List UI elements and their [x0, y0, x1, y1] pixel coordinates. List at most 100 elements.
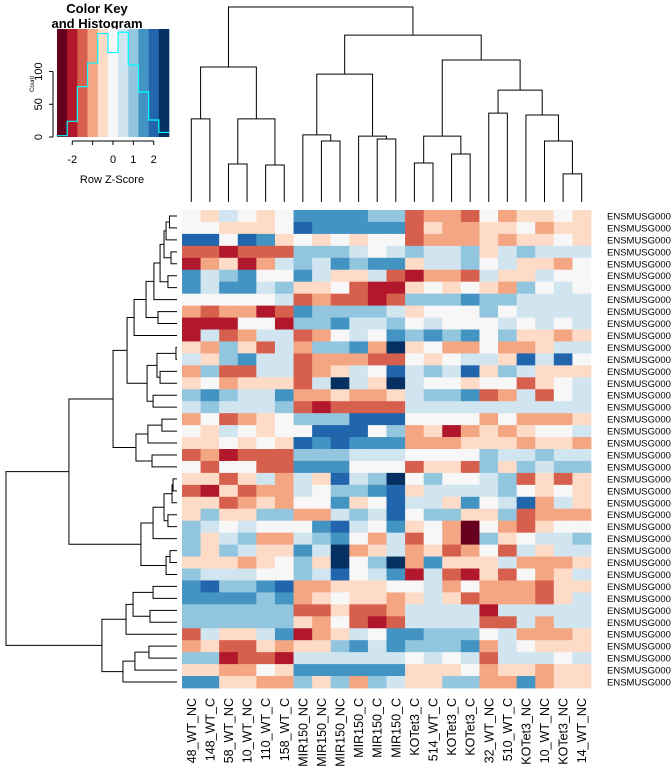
color-key-x-tick-label: -2	[67, 154, 77, 166]
heatmap-cell	[367, 556, 387, 569]
heatmap-cell	[498, 664, 518, 677]
heatmap-cell	[256, 640, 276, 653]
heatmap-cell	[312, 281, 332, 295]
heatmap-cell	[498, 281, 518, 295]
heatmap-cell	[442, 449, 462, 462]
heatmap-cell	[535, 221, 555, 235]
heatmap-cell	[516, 233, 536, 247]
heatmap-cell	[182, 532, 201, 545]
heatmap-cell	[349, 496, 369, 510]
heatmap-cell	[535, 508, 555, 522]
heatmap-cell	[498, 472, 518, 486]
heatmap-cell	[572, 496, 592, 510]
heatmap-cell	[256, 664, 276, 677]
heatmap-cell	[274, 305, 294, 318]
row-label: ENSMUSG000	[607, 678, 671, 689]
heatmap-cell	[553, 413, 573, 426]
heatmap-cell	[237, 472, 257, 486]
heatmap-cell	[498, 257, 518, 271]
heatmap-cell	[442, 460, 462, 474]
heatmap-cell	[386, 604, 406, 617]
heatmap-cell	[386, 233, 406, 247]
heatmap-cell	[516, 532, 536, 545]
heatmap-cell	[274, 353, 294, 366]
row-dendrogram-branch	[125, 603, 177, 635]
heatmap-cell	[312, 652, 332, 665]
heatmap-cell	[535, 269, 555, 283]
heatmap-cell	[293, 365, 313, 378]
heatmap-cell	[572, 257, 592, 271]
heatmap-cell	[405, 604, 425, 617]
heatmap-cell	[572, 437, 592, 450]
heatmap-cell	[367, 520, 387, 534]
heatmap-cell	[237, 389, 257, 402]
heatmap-cell	[442, 221, 462, 235]
heatmap-cell	[312, 604, 332, 617]
heatmap-cell	[367, 508, 387, 522]
heatmap-cell	[256, 532, 276, 545]
heatmap-cell	[349, 484, 369, 498]
row-dendrogram	[5, 215, 177, 683]
heatmap-cell	[535, 305, 555, 318]
heatmap-cell	[460, 676, 480, 689]
heatmap-cell	[293, 449, 313, 462]
heatmap-cell	[479, 556, 499, 569]
heatmap-cell	[312, 568, 332, 581]
heatmap-cell	[182, 221, 201, 235]
heatmap-cell	[312, 556, 332, 569]
heatmap-cell	[274, 676, 294, 689]
heatmap-cell	[293, 532, 313, 545]
heatmap-cell	[330, 269, 350, 283]
heatmap-cell	[442, 210, 462, 223]
heatmap-cell	[274, 425, 294, 438]
heatmap-cell	[516, 389, 536, 402]
row-dendrogram-branch	[147, 424, 177, 444]
heatmap-cell	[516, 472, 536, 486]
heatmap-cell	[460, 305, 480, 318]
heatmap-cell	[479, 449, 499, 462]
heatmap-cell	[442, 377, 462, 390]
heatmap-cell	[572, 293, 592, 306]
heatmap-cell	[498, 520, 518, 534]
heatmap-cell	[349, 365, 369, 378]
heatmap-cell	[182, 520, 201, 534]
heatmap-cell	[460, 616, 480, 629]
heatmap-cell	[498, 210, 518, 223]
heatmap-cell	[293, 664, 313, 677]
heatmap-cell	[312, 616, 332, 629]
heatmap-cell	[553, 556, 573, 569]
heatmap-cell	[312, 353, 332, 366]
heatmap-cell	[219, 341, 239, 354]
heatmap-cell	[312, 293, 332, 306]
heatmap-cell	[312, 496, 332, 510]
column-dendrogram-branch	[316, 73, 374, 137]
heatmap-cell	[479, 520, 499, 534]
heatmap-cell	[572, 532, 592, 545]
heatmap-cell	[219, 317, 239, 330]
heatmap-cell	[200, 437, 220, 450]
heatmap-cell	[219, 365, 239, 378]
heatmap-cell	[479, 616, 499, 629]
row-dendrogram-branch	[159, 370, 177, 384]
heatmap-cell	[423, 472, 443, 486]
heatmap-cell	[312, 640, 332, 653]
heatmap-cell	[182, 556, 201, 569]
heatmap-cell	[349, 329, 369, 342]
heatmap-cell	[237, 652, 257, 665]
heatmap-cell	[423, 592, 443, 605]
heatmap-cell	[386, 293, 406, 306]
heatmap-cell	[219, 437, 239, 450]
heatmap-cell	[479, 532, 499, 545]
heatmap-cell	[460, 520, 480, 534]
heatmap-cell	[442, 365, 462, 378]
heatmap-cell	[535, 317, 555, 330]
heatmap-cell	[460, 508, 480, 522]
heatmap-cell	[349, 233, 369, 247]
heatmap-cell	[182, 317, 201, 330]
color-key-band	[77, 29, 88, 137]
heatmap-cell	[535, 520, 555, 534]
heatmap-cell	[516, 676, 536, 689]
heatmap-cell	[479, 329, 499, 342]
heatmap-cell	[274, 628, 294, 641]
heatmap-cell	[498, 544, 518, 557]
